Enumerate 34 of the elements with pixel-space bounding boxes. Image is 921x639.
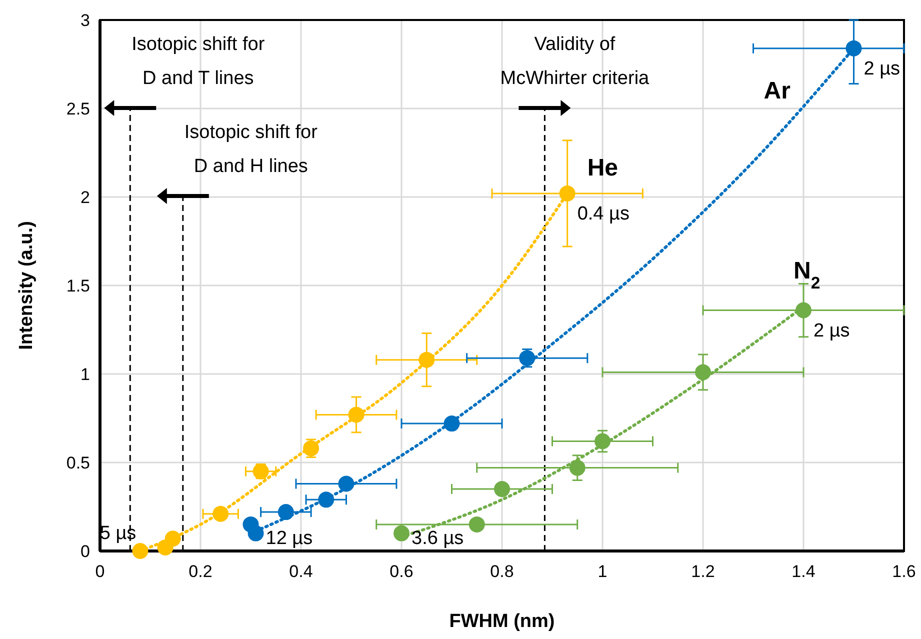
point xyxy=(468,516,485,532)
y-tick-label: 0 xyxy=(80,542,90,561)
y-tick-label: 2.5 xyxy=(66,100,90,118)
x-tick-label: 1 xyxy=(598,562,608,581)
y-tick-label: 2 xyxy=(80,188,90,207)
y-tick-label: 1.5 xyxy=(66,276,90,296)
x-tick-label: 1.4 xyxy=(792,562,816,581)
x-axis-title: FWHM (nm) xyxy=(449,611,555,632)
ref-line-label: Isotopic shift for D and H lines xyxy=(184,122,318,177)
text: Ar xyxy=(764,77,790,104)
annotation: 0.4 µs xyxy=(577,203,630,224)
series-label: N$_{2}$ xyxy=(794,257,820,292)
y-tick-label: 3 xyxy=(80,11,90,30)
x-tick-label: 0.8 xyxy=(490,562,514,581)
x-tick-label: 0.4 xyxy=(289,562,313,581)
y-tick-label: 0.5 xyxy=(66,454,90,472)
x-tick-label: 0.6 xyxy=(390,562,414,581)
y-axis-title: Intensity (a.u.) xyxy=(16,221,37,350)
point xyxy=(569,460,586,476)
point xyxy=(846,40,862,56)
point xyxy=(559,185,576,202)
point xyxy=(494,481,510,498)
annotation: 3.6 µs xyxy=(412,528,464,549)
x-tick-label: 1.6 xyxy=(892,562,916,581)
y-tick-label: 1 xyxy=(80,365,90,384)
ref-line-label: Isotopic shift for D and T lines xyxy=(132,34,266,89)
x-tick-label: 0.2 xyxy=(188,562,212,581)
annotation: 2 µs xyxy=(864,58,900,80)
series-label: He xyxy=(587,154,618,182)
annotation: 2 µs xyxy=(814,320,850,342)
ref-line-label: Validity of McWhirter criteria xyxy=(500,34,650,89)
x-tick-label: 1.2 xyxy=(691,562,715,581)
annotation: 12 µs xyxy=(266,528,313,549)
x-tick-label: 0 xyxy=(95,562,105,581)
